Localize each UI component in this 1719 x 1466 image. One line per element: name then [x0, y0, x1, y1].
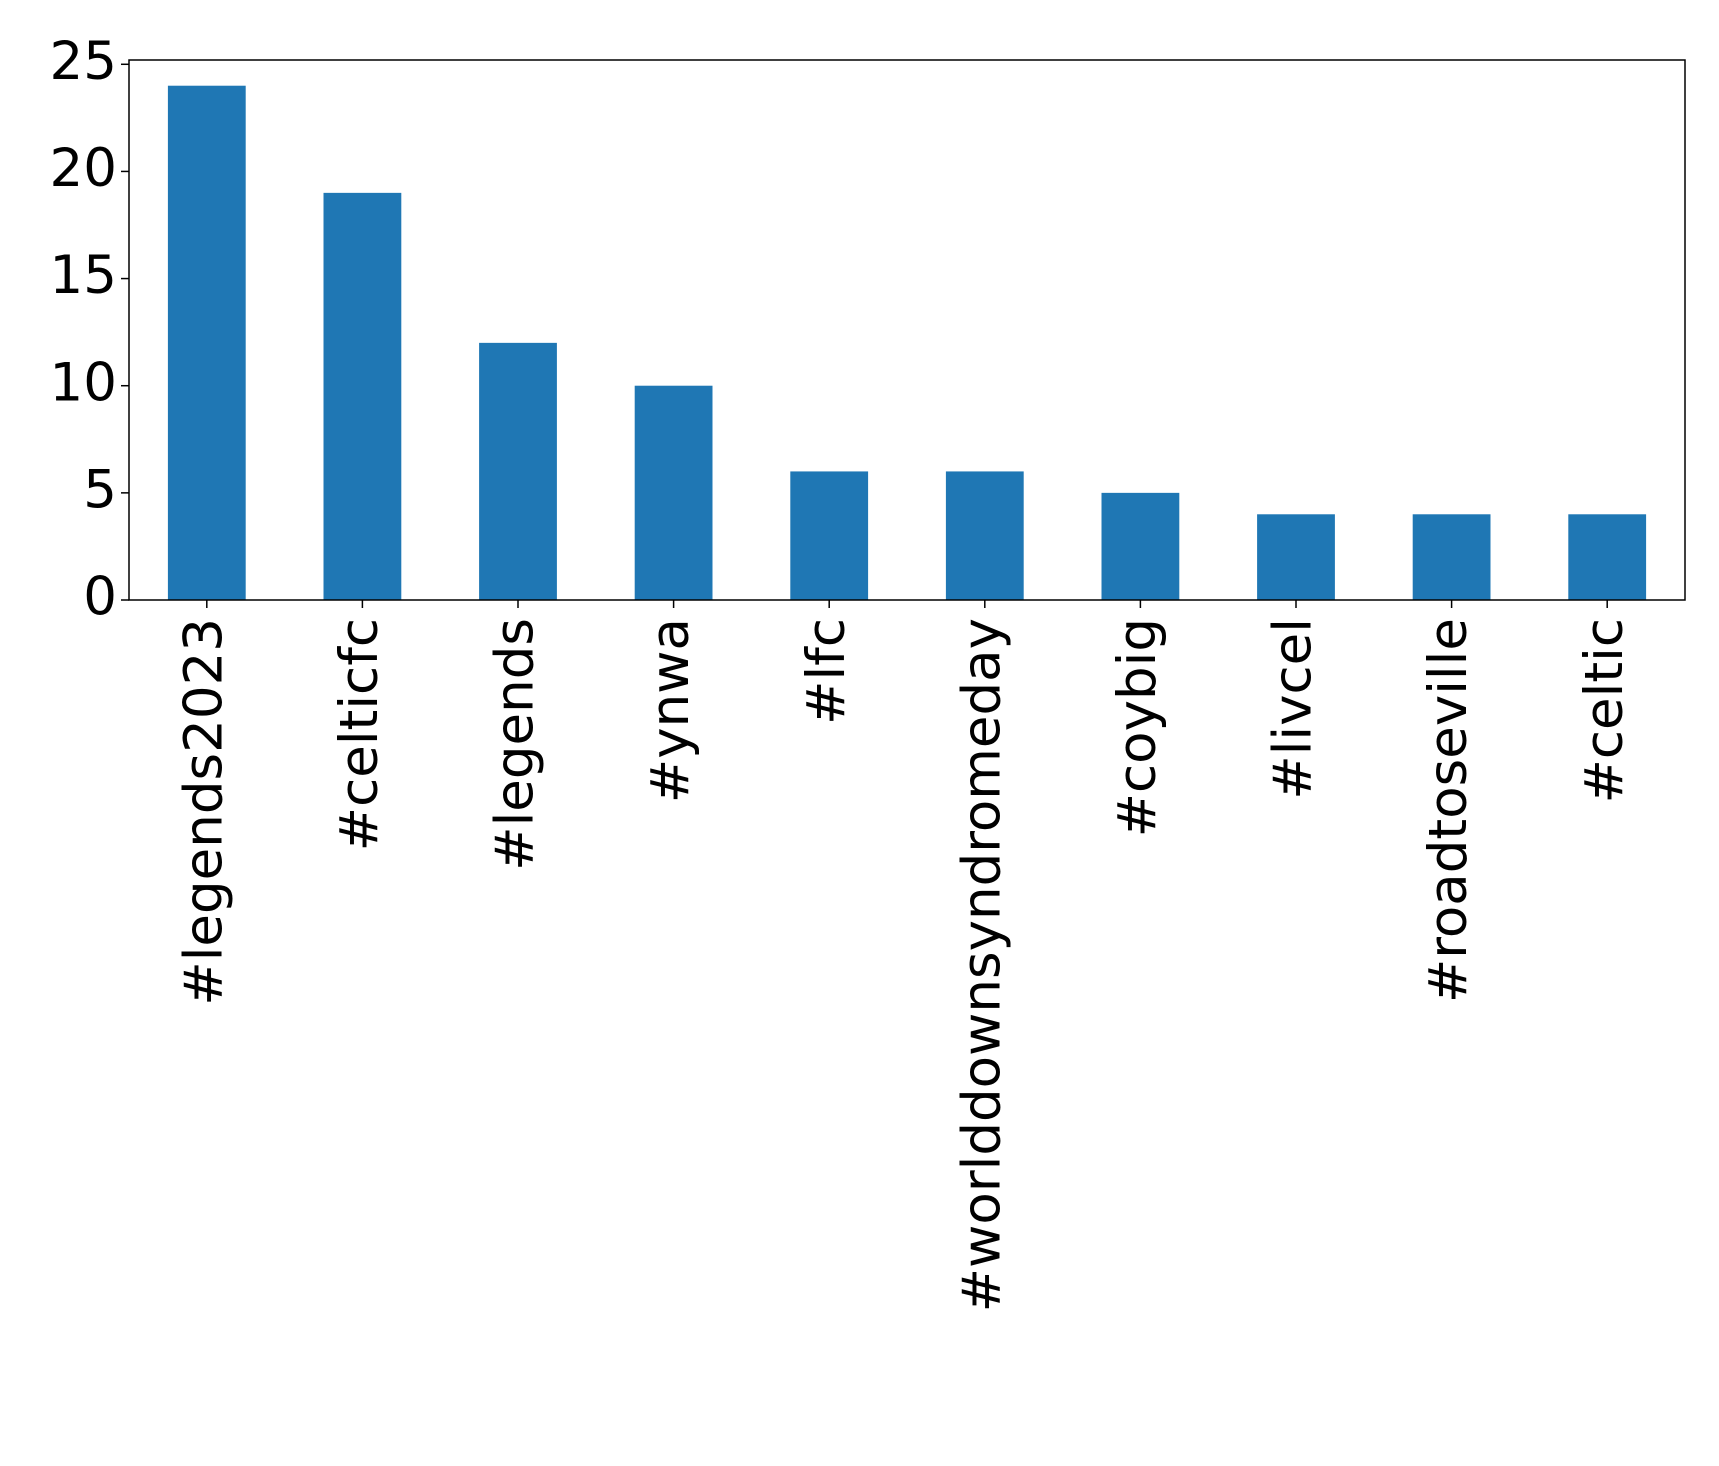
bar — [479, 342, 557, 600]
bar — [323, 192, 402, 600]
x-tick-label: #livcel — [1263, 618, 1324, 800]
x-tick-label: #legends — [485, 618, 546, 871]
y-tick-label: 20 — [50, 138, 117, 199]
x-tick-label: #lfc — [796, 618, 857, 725]
y-tick-label: 5 — [83, 459, 117, 520]
bar — [634, 385, 713, 600]
y-tick-label: 10 — [50, 352, 117, 413]
y-tick-label: 15 — [50, 245, 117, 306]
y-tick-label: 25 — [50, 31, 117, 92]
x-tick-label: #celtic — [1574, 618, 1635, 804]
x-tick-label: #legends2023 — [173, 618, 234, 1006]
bar — [790, 471, 869, 600]
bar — [1568, 514, 1647, 600]
x-tick-label: #worlddownsyndromeday — [951, 618, 1012, 1312]
x-tick-label: #celticfc — [329, 618, 390, 851]
bar — [1257, 514, 1335, 600]
plot-frame — [128, 59, 1686, 601]
bar — [1412, 514, 1491, 600]
bar — [167, 85, 246, 600]
y-tick-label: 0 — [83, 567, 117, 628]
x-tick-label: #roadtoseville — [1418, 618, 1479, 1003]
bar — [945, 471, 1024, 600]
x-tick-label: #ynwa — [640, 618, 701, 803]
x-tick-label: #coybig — [1107, 618, 1168, 837]
bar — [1101, 492, 1180, 600]
